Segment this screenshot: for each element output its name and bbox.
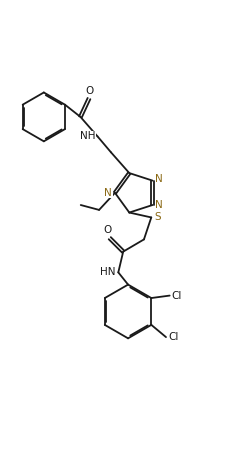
Text: N: N — [104, 188, 112, 198]
Text: O: O — [85, 86, 94, 96]
Text: Cl: Cl — [168, 332, 178, 342]
Text: N: N — [155, 200, 163, 210]
Text: O: O — [103, 225, 111, 235]
Text: Cl: Cl — [172, 291, 182, 301]
Text: NH: NH — [80, 131, 96, 142]
Text: S: S — [154, 212, 161, 222]
Text: HN: HN — [100, 267, 115, 277]
Text: N: N — [155, 174, 163, 184]
